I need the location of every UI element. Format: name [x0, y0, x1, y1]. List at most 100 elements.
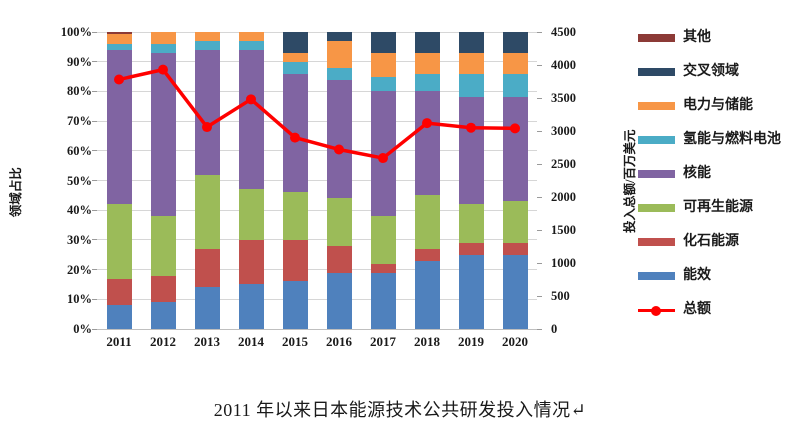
bar-segment[interactable] — [326, 40, 352, 68]
bar-segment[interactable] — [194, 174, 220, 249]
bar-segment[interactable] — [502, 242, 528, 255]
bar-segment[interactable] — [106, 305, 132, 329]
bar-segment[interactable] — [238, 189, 264, 240]
bar-segment[interactable] — [106, 43, 132, 50]
bar-segment[interactable] — [414, 91, 440, 196]
bar-segment[interactable] — [282, 61, 308, 74]
bar-segment[interactable] — [194, 287, 220, 329]
bar-column[interactable] — [106, 32, 132, 329]
bar-segment[interactable] — [458, 204, 484, 243]
bar-segment[interactable] — [150, 275, 176, 303]
stacked-bars — [97, 32, 537, 329]
bar-segment[interactable] — [458, 52, 484, 74]
bar-segment[interactable] — [194, 49, 220, 175]
bar-segment[interactable] — [502, 254, 528, 329]
bar-segment[interactable] — [370, 263, 396, 273]
total-line-marker[interactable] — [290, 132, 300, 143]
legend-item[interactable]: 总额 — [638, 300, 711, 320]
bar-segment[interactable] — [150, 216, 176, 276]
bar-segment[interactable] — [282, 52, 308, 62]
bar-segment[interactable] — [282, 281, 308, 329]
bar-column[interactable] — [370, 32, 396, 329]
bar-segment[interactable] — [502, 97, 528, 202]
bar-segment[interactable] — [238, 284, 264, 329]
bar-segment[interactable] — [414, 52, 440, 74]
bar-column[interactable] — [238, 32, 264, 329]
total-line-marker[interactable] — [510, 123, 520, 134]
total-line-marker[interactable] — [114, 74, 124, 85]
bar-segment[interactable] — [238, 49, 264, 190]
bar-segment[interactable] — [238, 239, 264, 285]
total-line-marker[interactable] — [422, 118, 432, 129]
total-line-marker[interactable] — [466, 122, 476, 133]
bar-column[interactable] — [326, 32, 352, 329]
y-axis-right-tick-mark — [537, 31, 542, 33]
legend-item[interactable]: 氢能与燃料电池 — [638, 130, 781, 150]
bar-segment[interactable] — [458, 242, 484, 255]
bar-segment[interactable] — [502, 52, 528, 74]
bar-column[interactable] — [414, 32, 440, 329]
bar-segment[interactable] — [326, 32, 352, 41]
total-line-marker[interactable] — [246, 94, 256, 105]
legend-item[interactable]: 电力与储能 — [638, 96, 753, 116]
total-line-marker[interactable] — [378, 153, 388, 164]
bar-segment[interactable] — [326, 245, 352, 273]
bar-segment[interactable] — [238, 32, 264, 41]
total-line-marker[interactable] — [202, 122, 212, 133]
y-axis-left-tick-label: 50% — [67, 173, 92, 188]
bar-segment[interactable] — [150, 32, 176, 44]
bar-segment[interactable] — [106, 204, 132, 279]
gridline — [97, 180, 537, 181]
bar-segment[interactable] — [282, 239, 308, 282]
bar-segment[interactable] — [458, 97, 484, 205]
bar-column[interactable] — [194, 32, 220, 329]
y-axis-right-tick-label: 2000 — [551, 190, 576, 204]
bar-column[interactable] — [458, 32, 484, 329]
total-line-marker[interactable] — [158, 64, 168, 75]
bar-segment[interactable] — [370, 272, 396, 329]
bar-segment[interactable] — [502, 32, 528, 53]
legend-item[interactable]: 能效 — [638, 266, 711, 286]
bar-segment[interactable] — [458, 254, 484, 329]
legend-item[interactable]: 核能 — [638, 164, 711, 184]
bar-segment[interactable] — [414, 73, 440, 92]
bar-segment[interactable] — [370, 32, 396, 53]
legend-item[interactable]: 其他 — [638, 28, 711, 48]
bar-segment[interactable] — [150, 43, 176, 53]
bar-column[interactable] — [502, 32, 528, 329]
bar-segment[interactable] — [326, 198, 352, 246]
bar-segment[interactable] — [106, 278, 132, 306]
bar-segment[interactable] — [458, 32, 484, 53]
bar-segment[interactable] — [414, 195, 440, 249]
bar-segment[interactable] — [150, 302, 176, 329]
legend-item[interactable]: 交叉领域 — [638, 62, 739, 82]
bar-segment[interactable] — [458, 73, 484, 98]
bar-segment[interactable] — [326, 67, 352, 80]
bar-segment[interactable] — [238, 40, 264, 50]
bar-segment[interactable] — [106, 32, 132, 34]
total-line-marker[interactable] — [334, 144, 344, 155]
y-axis-left-tick-mark — [92, 328, 97, 330]
bar-segment[interactable] — [194, 32, 220, 41]
bar-segment[interactable] — [282, 192, 308, 240]
bar-segment[interactable] — [414, 248, 440, 261]
y-axis-left-tick-label: 80% — [67, 84, 92, 99]
bar-segment[interactable] — [414, 32, 440, 53]
bar-column[interactable] — [282, 32, 308, 329]
bar-segment[interactable] — [326, 79, 352, 199]
y-axis-right-tick-mark — [537, 229, 542, 231]
bar-segment[interactable] — [326, 272, 352, 329]
bar-segment[interactable] — [106, 33, 132, 44]
legend-item[interactable]: 化石能源 — [638, 232, 739, 252]
bar-segment[interactable] — [282, 32, 308, 53]
bar-column[interactable] — [150, 32, 176, 329]
bar-segment[interactable] — [194, 248, 220, 288]
bar-segment[interactable] — [370, 216, 396, 264]
bar-segment[interactable] — [502, 73, 528, 98]
bar-segment[interactable] — [414, 260, 440, 329]
bar-segment[interactable] — [370, 52, 396, 77]
bar-segment[interactable] — [194, 40, 220, 50]
legend-item[interactable]: 可再生能源 — [638, 198, 753, 218]
bar-segment[interactable] — [502, 201, 528, 243]
bar-segment[interactable] — [370, 76, 396, 92]
